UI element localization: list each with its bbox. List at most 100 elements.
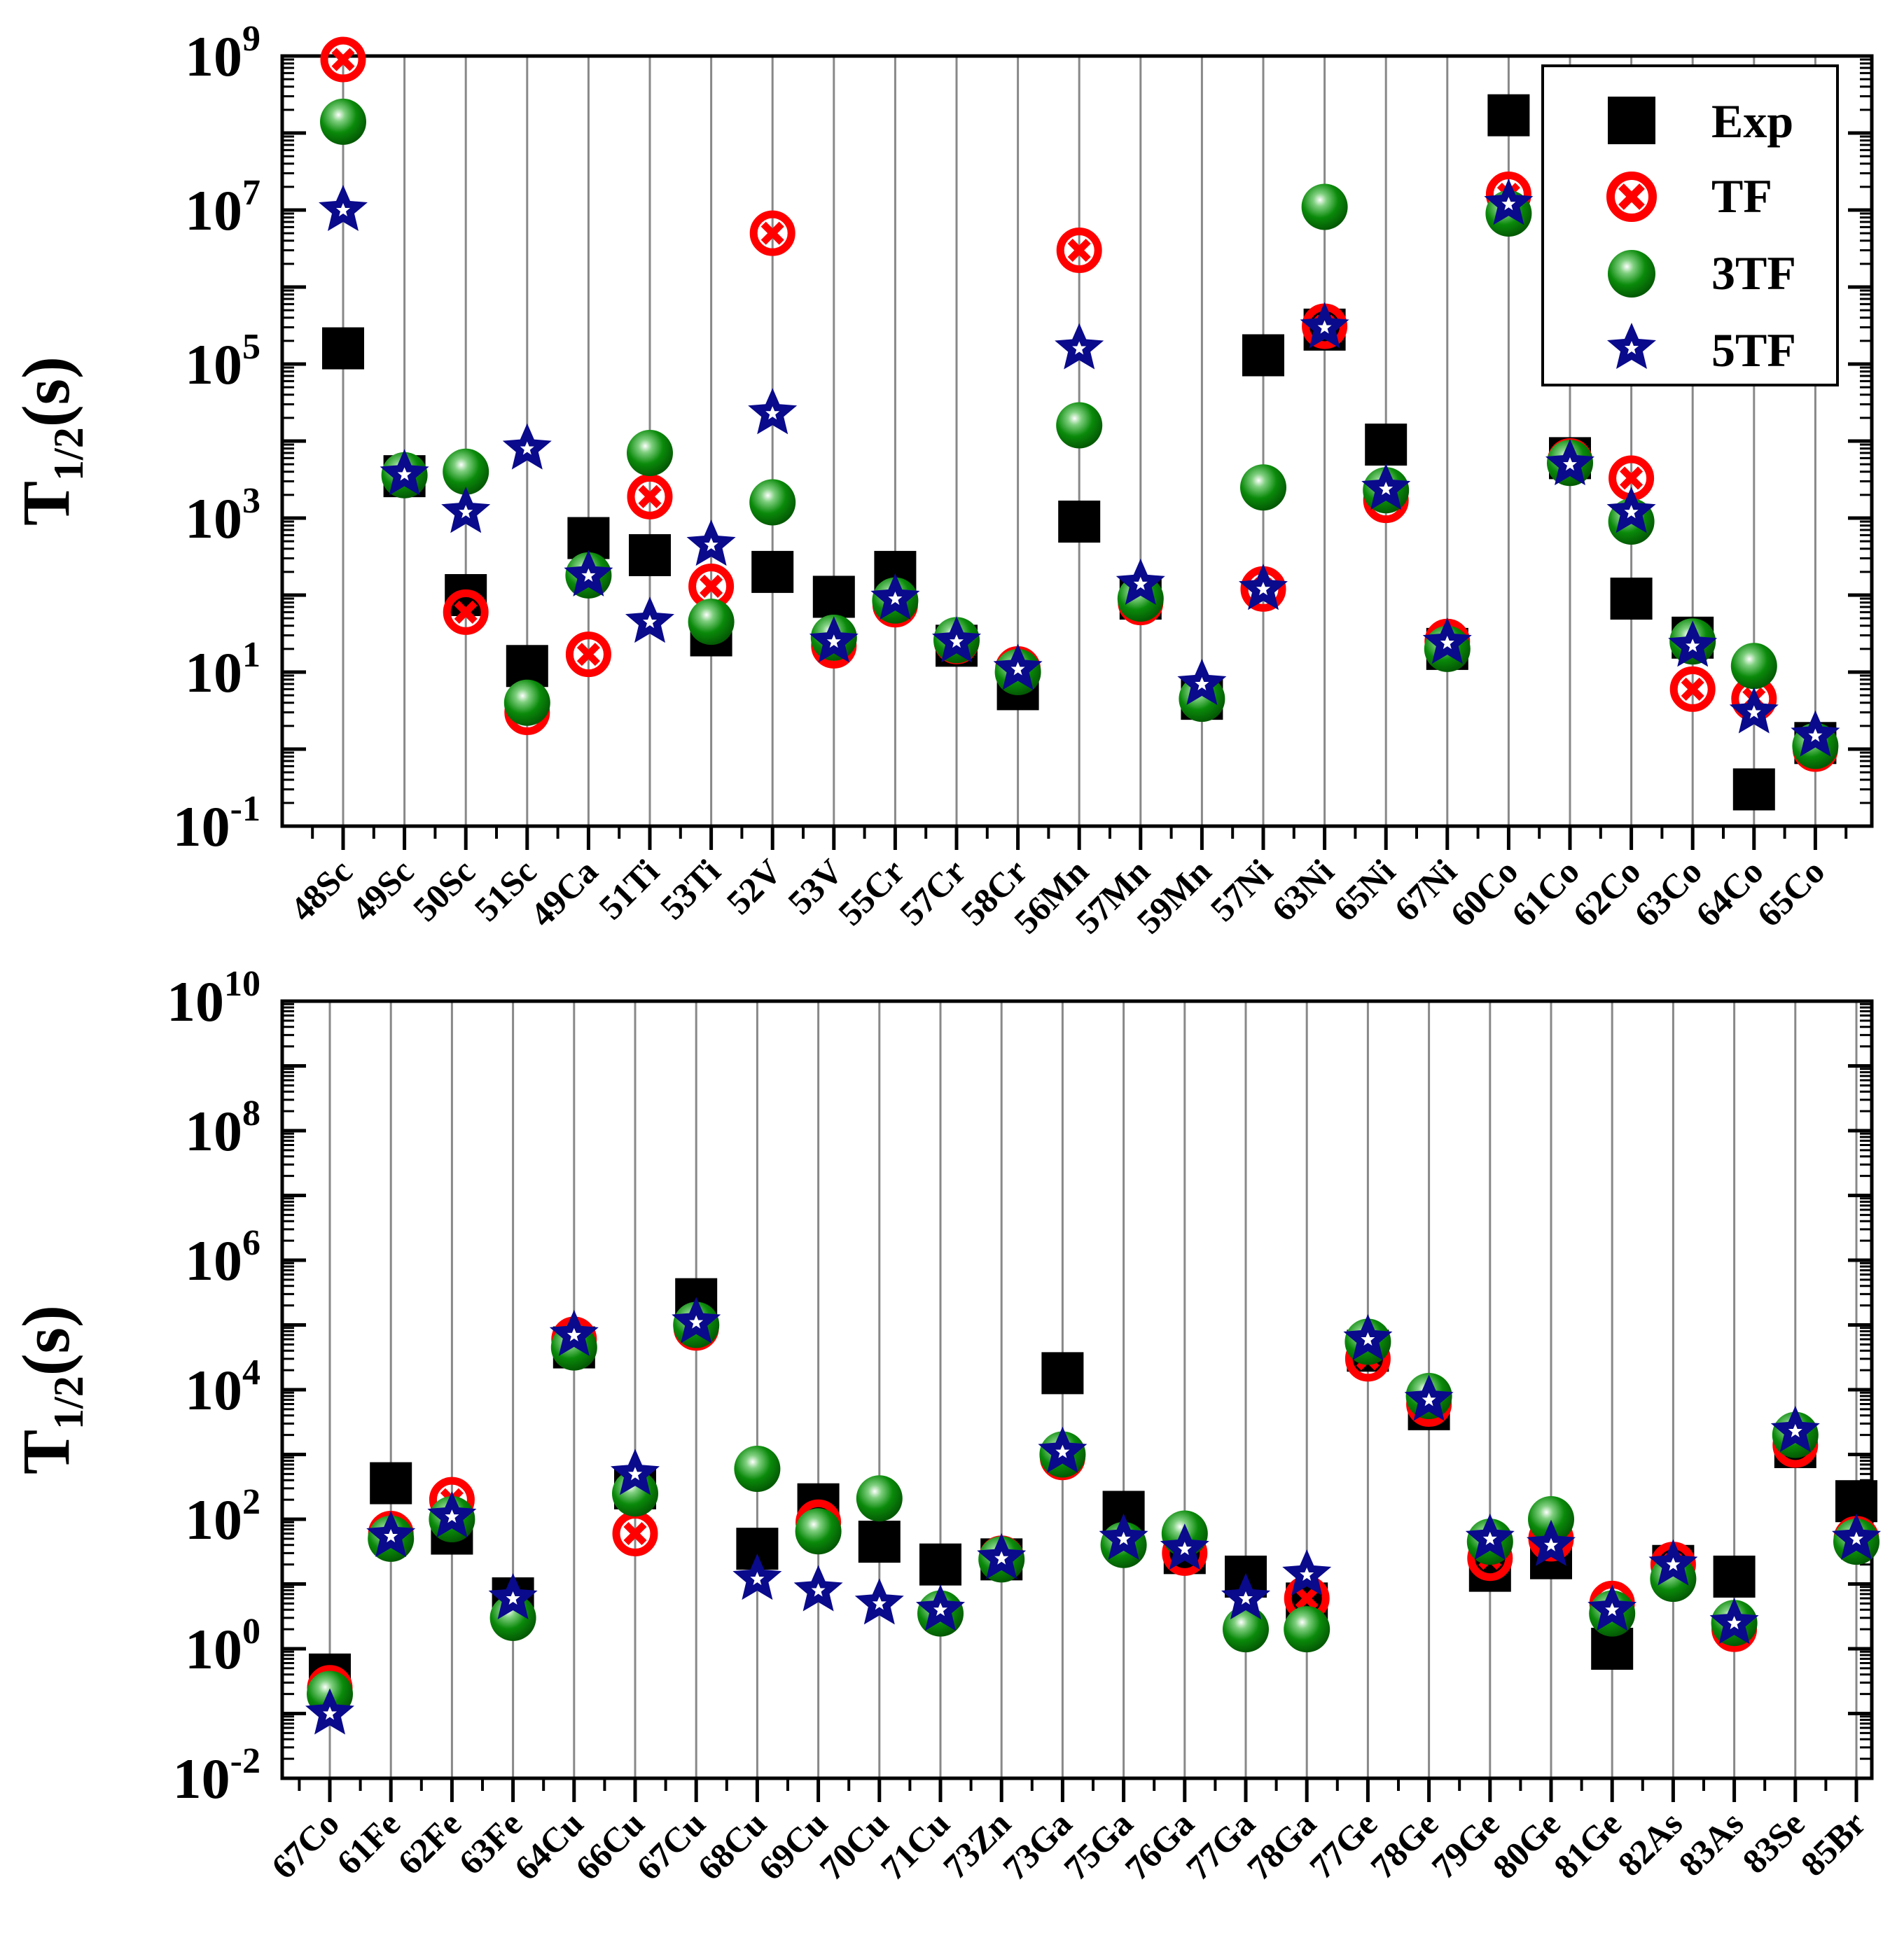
5tf-point [502,423,552,470]
5tf-point [1300,302,1349,349]
3tf-point [856,1475,903,1522]
bottom-panel: 10-2 100 102 104 106 108 1010 T1/2(s) 67Co61Fe62… [8,964,1881,1887]
5tf-point [1606,487,1656,533]
y-tick-label: 108 [185,1094,260,1163]
5tf-point [1465,1513,1515,1560]
5tf-point [1527,1519,1576,1566]
tf-point [1669,666,1716,712]
x-tick-label: 79Ge [1424,1803,1506,1886]
3tf-point [1117,575,1164,622]
x-tick-label: 70Cu [812,1803,896,1887]
5tf-point [1484,179,1534,225]
3tf-point [443,448,489,495]
3tf-point [1056,402,1103,449]
x-tick-label: 60Co [1443,851,1525,934]
exp-point [751,550,794,593]
5tf-point [1116,558,1165,605]
y-axis-label: T1/2(s) [8,356,92,526]
y-tick-label: 101 [185,635,260,704]
3tf-point [320,98,366,145]
3tf-point [1528,1496,1574,1542]
x-tick-label: 68Cu [690,1803,774,1887]
x-tick-label: 67Cu [629,1803,713,1887]
x-tick-label: 57Ni [1202,851,1279,928]
5tf-point [854,1578,904,1625]
5tf-point [977,1533,1027,1579]
exp-point [919,1543,961,1586]
x-tick-label: 49Ca [522,851,605,934]
legend-marker-3tf [1608,250,1655,298]
legend-marker-5tf [1607,323,1656,369]
y-tick-label: 109 [185,19,260,88]
x-tick-label: 63Ni [1264,851,1341,928]
x-tick-label: 85Br [1793,1803,1873,1883]
5tf-point [1709,1598,1759,1645]
5tf-point [1668,620,1718,667]
5tf-point [916,1584,965,1631]
5tf-point [366,1511,416,1558]
legend-label-tf: TF [1711,169,1772,223]
x-tick-label: 50Sc [405,851,482,928]
y-tick-label: 103 [185,481,260,550]
legend-marker-exp [1608,97,1655,144]
3tf-point [795,1508,842,1555]
exp-point [1487,94,1530,137]
5tf-point [1770,1406,1820,1453]
x-tick-label: 75Ga [1056,1803,1140,1887]
x-tick-label: 48Sc [282,851,359,928]
3tf-point [1179,676,1225,723]
3tf-point [749,479,796,526]
5tf-point [732,1554,782,1600]
3tf-point [503,679,550,726]
x-tick-label: 65Ni [1326,851,1403,928]
exp-point [629,533,671,576]
y-tick-label: 106 [185,1223,260,1292]
x-tick-label: 82As [1610,1803,1690,1883]
5tf-point [1282,1549,1332,1596]
exp-point [858,1521,901,1563]
3tf-point [1240,464,1286,511]
3tf-point [1223,1606,1269,1653]
exp-point [322,327,364,370]
5tf-point [564,550,613,596]
5tf-point [1055,323,1104,370]
legend-label-exp: Exp [1711,95,1793,148]
5tf-point [809,616,859,663]
x-tick-label: 73Zn [936,1803,1018,1886]
5tf-point [1404,1374,1454,1421]
5tf-point [1422,617,1472,664]
5tf-point [793,1565,843,1612]
5tf-point [672,1297,721,1344]
5tf-point [1099,1513,1148,1560]
3tf-point [627,430,673,477]
5tf-point [748,388,798,435]
x-tick-label: 63Co [1627,851,1709,934]
5tf-point [1343,1314,1393,1361]
5tf-point [1729,687,1779,734]
x-tick-label: 61Co [1504,851,1587,934]
5tf-point [1221,1573,1270,1620]
legend-label-5tf: 5TF [1711,323,1796,377]
5tf-point [625,596,674,643]
y-tick-label: 102 [185,1482,260,1551]
legend-label-3tf: 3TF [1711,246,1796,300]
5tf-point [305,1688,354,1735]
tf-point [627,473,673,519]
exp-point [1732,768,1775,811]
exp-point [812,575,855,618]
x-tick-label: 64Cu [506,1803,590,1887]
y-tick-label: 107 [185,173,260,242]
x-tick-label: 78Ge [1363,1803,1445,1886]
3tf-point [1284,1606,1330,1653]
x-tick-label: 49Sc [344,851,421,928]
exp-point [1242,334,1284,377]
tf-point [320,36,366,83]
x-tick-label: 83As [1671,1803,1751,1883]
x-tick-label: 83Se [1735,1803,1812,1880]
x-tick-label: 67Co [264,1803,347,1886]
tf-point [749,210,795,256]
legend-frame [1541,64,1839,386]
5tf-point [1038,1426,1087,1473]
5tf-point [993,643,1043,690]
